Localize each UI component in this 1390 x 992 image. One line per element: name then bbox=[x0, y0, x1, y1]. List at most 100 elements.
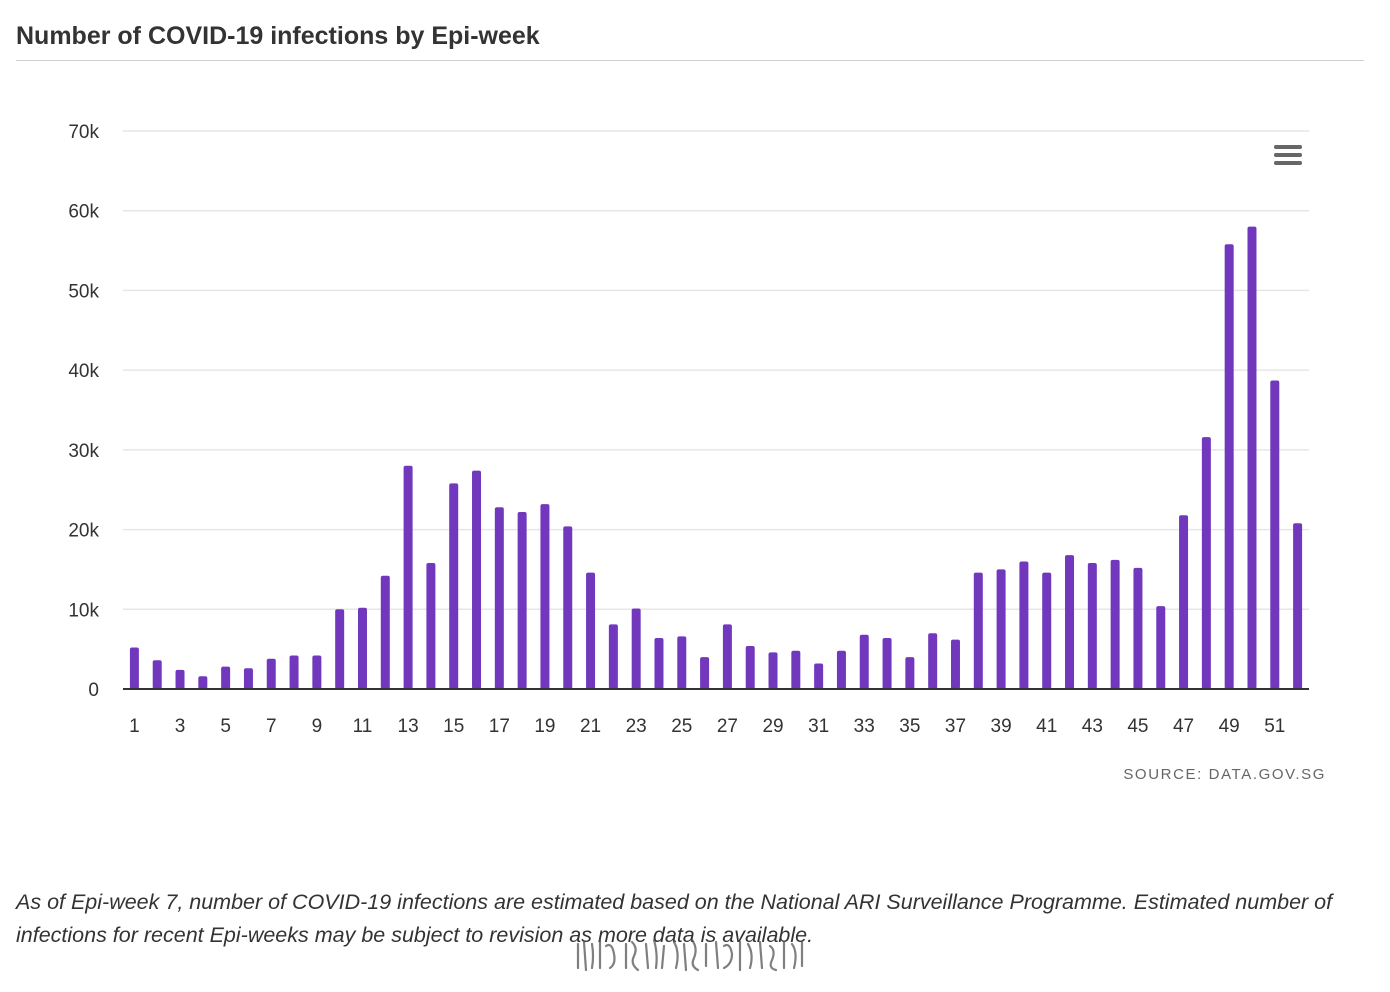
bar-week-6[interactable] bbox=[243, 668, 253, 689]
bar-week-10[interactable] bbox=[335, 609, 345, 689]
bar-week-47[interactable] bbox=[1179, 515, 1189, 689]
bar-week-38[interactable] bbox=[973, 572, 983, 689]
bar-week-25[interactable] bbox=[677, 636, 687, 689]
bar-week-13[interactable] bbox=[403, 465, 413, 689]
x-tick-label: 11 bbox=[353, 716, 373, 737]
bar-week-45[interactable] bbox=[1133, 567, 1143, 689]
grid-lines bbox=[123, 130, 1309, 611]
bar-week-22[interactable] bbox=[608, 624, 618, 689]
hamburger-menu-icon bbox=[1274, 145, 1302, 149]
chart-caption: As of Epi-week 7, number of COVID-19 inf… bbox=[16, 890, 1333, 947]
bar-week-41[interactable] bbox=[1042, 572, 1052, 689]
bar-week-4[interactable] bbox=[198, 676, 208, 689]
x-tick-label: 3 bbox=[175, 716, 186, 737]
chart-menu-button[interactable] bbox=[1270, 140, 1306, 170]
x-tick-label: 7 bbox=[266, 716, 277, 737]
bar-week-26[interactable] bbox=[700, 657, 710, 689]
bar-week-44[interactable] bbox=[1110, 559, 1120, 689]
bar-week-49[interactable] bbox=[1224, 244, 1234, 690]
x-tick-label: 39 bbox=[991, 716, 1012, 737]
bar-week-12[interactable] bbox=[380, 575, 390, 689]
x-tick-label: 29 bbox=[762, 716, 783, 737]
bar-week-24[interactable] bbox=[654, 637, 664, 689]
bar-week-40[interactable] bbox=[1019, 561, 1029, 689]
bar-week-21[interactable] bbox=[586, 572, 596, 689]
x-tick-label: 33 bbox=[854, 716, 875, 737]
x-axis-tick-labels: 1 3 5 7 9 11 13 15 17 19 21 23 25 27 29 31 33 35 37 39 41 43 4… bbox=[129, 716, 1285, 737]
bar-week-33[interactable] bbox=[859, 634, 869, 689]
bar-week-32[interactable] bbox=[836, 650, 846, 689]
y-tick-label: 50k bbox=[68, 281, 99, 302]
bar-week-27[interactable] bbox=[722, 624, 732, 689]
bar-week-30[interactable] bbox=[791, 650, 801, 689]
y-tick-label: 60k bbox=[68, 202, 99, 223]
x-tick-label: 49 bbox=[1219, 716, 1240, 737]
bar-week-8[interactable] bbox=[289, 655, 299, 689]
bar-week-14[interactable] bbox=[426, 563, 436, 689]
bar-week-37[interactable] bbox=[950, 639, 960, 689]
hamburger-menu-icon bbox=[1274, 161, 1302, 165]
bar-week-43[interactable] bbox=[1087, 563, 1097, 689]
x-tick-label: 45 bbox=[1127, 716, 1148, 737]
bar-week-39[interactable] bbox=[996, 569, 1006, 689]
bar-week-3[interactable] bbox=[175, 669, 185, 689]
chart-title: Number of COVID-19 infections by Epi-wee… bbox=[16, 22, 540, 50]
bar-week-35[interactable] bbox=[905, 657, 915, 689]
bars bbox=[129, 226, 1303, 690]
x-tick-label: 47 bbox=[1173, 716, 1194, 737]
y-tick-label: 20k bbox=[68, 521, 99, 542]
bar-week-28[interactable] bbox=[745, 645, 755, 689]
x-tick-label: 9 bbox=[312, 716, 323, 737]
handwritten-scribble bbox=[576, 938, 804, 972]
x-tick-label: 15 bbox=[443, 716, 464, 737]
title-divider bbox=[16, 60, 1364, 61]
bar-week-46[interactable] bbox=[1156, 606, 1166, 689]
chart-source-credit: SOURCE: DATA.GOV.SG bbox=[1123, 766, 1326, 783]
x-tick-label: 37 bbox=[945, 716, 966, 737]
bar-week-19[interactable] bbox=[540, 504, 550, 689]
bar-week-15[interactable] bbox=[449, 483, 459, 689]
x-tick-label: 27 bbox=[717, 716, 738, 737]
x-tick-label: 43 bbox=[1082, 716, 1103, 737]
bar-week-29[interactable] bbox=[768, 652, 778, 689]
x-tick-label: 5 bbox=[220, 716, 231, 737]
bar-week-52[interactable] bbox=[1293, 523, 1303, 689]
y-tick-label: 30k bbox=[68, 441, 99, 462]
x-tick-label: 1 bbox=[129, 716, 140, 737]
bar-week-11[interactable] bbox=[357, 607, 367, 689]
x-tick-label: 19 bbox=[534, 716, 555, 737]
bar-week-16[interactable] bbox=[472, 470, 482, 689]
bar-week-34[interactable] bbox=[882, 637, 892, 689]
bar-week-48[interactable] bbox=[1201, 437, 1211, 689]
x-tick-label: 25 bbox=[671, 716, 692, 737]
x-tick-label: 31 bbox=[808, 716, 829, 737]
x-tick-label: 23 bbox=[626, 716, 647, 737]
y-tick-label: 70k bbox=[68, 122, 99, 143]
bar-week-31[interactable] bbox=[814, 663, 824, 689]
bar-week-51[interactable] bbox=[1270, 380, 1280, 689]
hamburger-menu-icon bbox=[1274, 153, 1302, 157]
x-tick-label: 21 bbox=[580, 716, 601, 737]
bar-week-42[interactable] bbox=[1065, 555, 1075, 689]
bar-week-9[interactable] bbox=[312, 655, 322, 689]
x-tick-label: 17 bbox=[489, 716, 510, 737]
x-tick-label: 51 bbox=[1264, 716, 1285, 737]
bar-week-20[interactable] bbox=[563, 526, 573, 689]
bar-week-50[interactable] bbox=[1247, 226, 1257, 689]
x-tick-label: 41 bbox=[1036, 716, 1057, 737]
bar-week-36[interactable] bbox=[928, 633, 938, 689]
bar-week-2[interactable] bbox=[152, 660, 162, 689]
y-axis-tick-labels: 0 10k 20k 30k 40k 50k 60k 70k bbox=[68, 122, 99, 701]
x-tick-label: 13 bbox=[398, 716, 419, 737]
y-tick-label: 40k bbox=[68, 361, 99, 382]
bar-week-18[interactable] bbox=[517, 512, 527, 689]
bar-week-1[interactable] bbox=[129, 647, 139, 689]
x-tick-label: 35 bbox=[899, 716, 920, 737]
bar-week-7[interactable] bbox=[266, 658, 276, 689]
y-tick-label: 10k bbox=[68, 600, 99, 621]
bar-week-5[interactable] bbox=[221, 666, 231, 689]
bar-week-17[interactable] bbox=[494, 507, 504, 689]
bar-week-23[interactable] bbox=[631, 608, 641, 689]
y-tick-label: 0 bbox=[88, 680, 99, 701]
